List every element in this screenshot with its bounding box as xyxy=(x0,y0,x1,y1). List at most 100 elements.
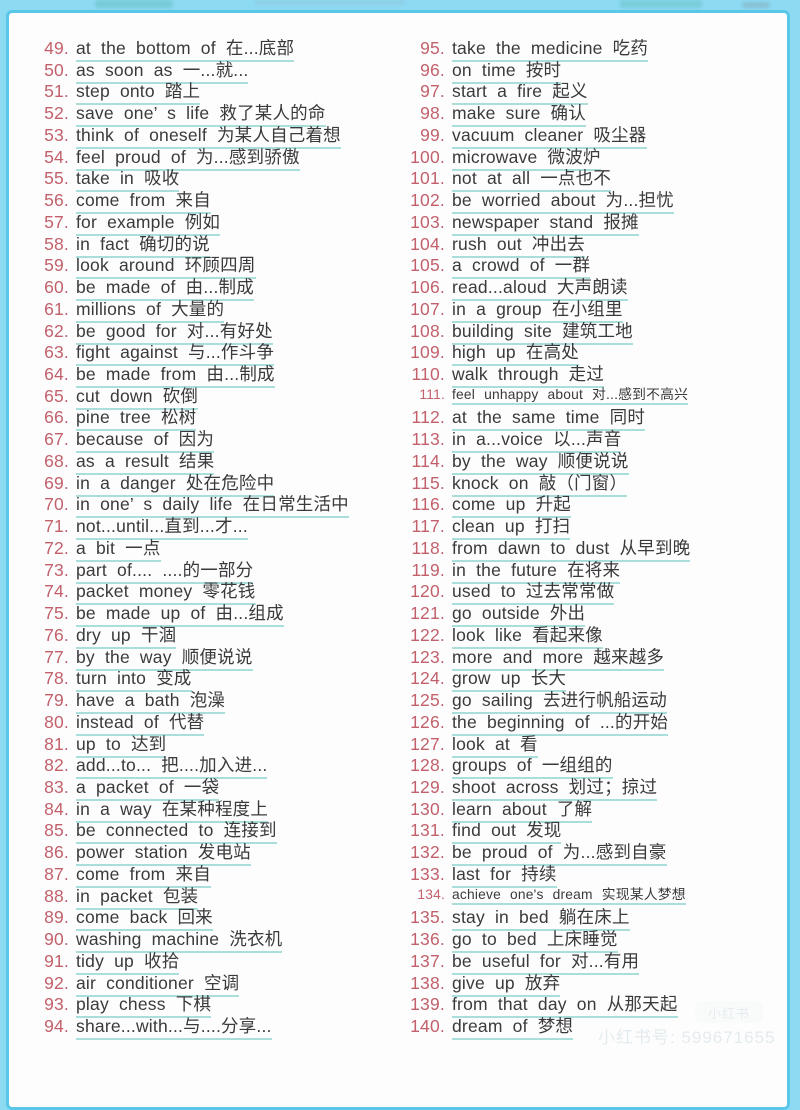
item-number: 62. xyxy=(44,320,69,341)
list-item: 49. at the bottom of 在...底部 xyxy=(9,35,401,62)
item-number: 102. xyxy=(410,190,445,211)
item-phrase: be useful for 对...有用 xyxy=(452,948,640,975)
item-phrase: grow up 长大 xyxy=(452,665,567,693)
item-number: 129. xyxy=(410,776,445,797)
item-number: 103. xyxy=(410,211,445,232)
list-item: 116. come up 升起 xyxy=(401,491,787,519)
item-number: 86. xyxy=(44,842,69,863)
list-item: 103. newspaper stand 报摊 xyxy=(401,209,787,236)
item-phrase: come from 来自 xyxy=(76,861,211,888)
list-item: 140. dream of 梦想 xyxy=(401,1013,787,1041)
list-item: 127. look at 看 xyxy=(401,731,787,758)
list-item: 77. by the way 顺便说说 xyxy=(9,644,401,671)
item-number: 88. xyxy=(44,885,69,906)
list-item: 123. more and more 越来越多 xyxy=(401,644,787,671)
list-item: 126. the beginning of ...的开始 xyxy=(401,709,787,736)
list-item: 89. come back 回来 xyxy=(9,904,401,932)
item-number: 74. xyxy=(44,581,69,602)
item-phrase: come from 来自 xyxy=(76,187,211,215)
list-item: 58. in fact 确切的说 xyxy=(9,231,401,258)
item-phrase: stay in bed 躺在床上 xyxy=(452,904,630,932)
list-item: 72. a bit 一点 xyxy=(9,535,401,562)
item-number: 95. xyxy=(420,38,445,58)
item-phrase: not at all 一点也不 xyxy=(452,165,612,193)
list-item: 79. have a bath 泡澡 xyxy=(9,687,401,715)
item-number: 70. xyxy=(44,494,69,515)
item-phrase: be connected to 连接到 xyxy=(76,817,277,845)
item-number: 78. xyxy=(44,668,69,689)
list-item: 136. go to bed 上床睡觉 xyxy=(401,926,787,954)
item-number: 98. xyxy=(420,103,445,124)
item-number: 63. xyxy=(44,342,69,363)
list-item: 117. clean up 打扫 xyxy=(401,513,787,541)
list-item: 120. used to 过去常常做 xyxy=(401,578,787,606)
item-phrase: play chess 下棋 xyxy=(76,991,212,1019)
item-phrase: be worried about 为...担忧 xyxy=(452,187,674,215)
item-number: 114. xyxy=(411,450,445,471)
phrase-column-left: 49. at the bottom of 在...底部 50. as soon as … xyxy=(9,35,401,1041)
item-number: 109. xyxy=(410,342,445,363)
list-item: 118. from dawn to dust 从早到晚 xyxy=(401,535,787,562)
item-phrase: give up 放弃 xyxy=(452,970,561,997)
item-number: 126. xyxy=(410,711,445,732)
item-number: 59. xyxy=(44,255,69,276)
list-item: 102. be worried about 为...担忧 xyxy=(401,187,787,215)
item-number: 100. xyxy=(410,146,445,167)
item-phrase: by the way 顺便说说 xyxy=(76,644,253,671)
item-phrase: achieve one's dream 实现某人梦想 xyxy=(452,883,686,905)
item-phrase: washing machine 洗衣机 xyxy=(76,926,283,954)
item-number: 137. xyxy=(410,950,445,971)
item-phrase: at the same time 同时 xyxy=(452,404,646,432)
item-phrase: read...aloud 大声朗读 xyxy=(452,274,628,302)
item-phrase: as a result 结果 xyxy=(76,448,215,475)
list-item: 54. feel proud of 为...感到骄傲 xyxy=(9,144,401,171)
item-phrase: shoot across 划过；掠过 xyxy=(452,774,658,801)
list-item: 134. achieve one's dream 实现某人梦想 xyxy=(401,883,787,905)
item-number: 55. xyxy=(44,168,69,189)
item-number: 108. xyxy=(410,320,445,341)
list-item: 52. save one’ s life 救了某人的命 xyxy=(9,100,401,128)
list-item: 125. go sailing 去进行帆船运动 xyxy=(401,687,787,715)
list-item: 87. come from 来自 xyxy=(9,861,401,888)
item-phrase: look like 看起来像 xyxy=(452,622,603,649)
item-phrase: air conditioner 空调 xyxy=(76,970,240,997)
list-item: 90. washing machine 洗衣机 xyxy=(9,926,401,954)
list-item: 61. millions of 大量的 xyxy=(9,296,401,323)
item-phrase: learn about 了解 xyxy=(452,796,593,823)
item-number: 139. xyxy=(410,994,445,1015)
list-item: 109. high up 在高处 xyxy=(401,339,787,367)
list-item: 65. cut down 砍倒 xyxy=(9,383,401,410)
item-phrase: power station 发电站 xyxy=(76,839,251,867)
item-number: 81. xyxy=(44,733,69,754)
item-number: 110. xyxy=(411,364,445,385)
item-number: 127. xyxy=(410,733,445,754)
item-number: 130. xyxy=(410,798,445,819)
item-phrase: clean up 打扫 xyxy=(452,513,571,541)
item-phrase: be good for 对...有好处 xyxy=(76,318,273,345)
list-item: 96. on time 按时 xyxy=(401,57,787,84)
item-number: 91. xyxy=(44,950,69,971)
list-item: 73. part of.... ....的一部分 xyxy=(9,557,401,584)
item-number: 89. xyxy=(44,907,69,928)
item-number: 111. xyxy=(419,386,445,402)
item-phrase: on time 按时 xyxy=(452,57,562,84)
item-phrase: last for 持续 xyxy=(452,861,557,888)
item-number: 65. xyxy=(44,385,69,406)
item-phrase: millions of 大量的 xyxy=(76,296,225,323)
item-phrase: because of 因为 xyxy=(76,426,215,454)
watermark-account: 小红书号: 599671655 xyxy=(598,1028,776,1047)
item-number: 64. xyxy=(44,364,69,385)
item-phrase: in a way 在某种程度上 xyxy=(76,796,269,823)
item-phrase: in the future 在将来 xyxy=(452,557,621,584)
vocabulary-page: 49. at the bottom of 在...底部 50. as soon as … xyxy=(6,10,790,1110)
item-phrase: have a bath 泡澡 xyxy=(76,687,226,715)
item-phrase: feel unhappy about 对...感到不高兴 xyxy=(452,383,689,405)
list-item: 67. because of 因为 xyxy=(9,426,401,454)
list-item: 106. read...aloud 大声朗读 xyxy=(401,274,787,302)
item-number: 69. xyxy=(44,472,69,493)
item-phrase: come back 回来 xyxy=(76,904,213,932)
item-phrase: groups of 一组组的 xyxy=(452,752,613,780)
list-item: 97. start a fire 起义 xyxy=(401,78,787,106)
item-phrase: be made up of 由...组成 xyxy=(76,600,284,628)
item-phrase: from that day on 从那天起 xyxy=(452,991,678,1019)
